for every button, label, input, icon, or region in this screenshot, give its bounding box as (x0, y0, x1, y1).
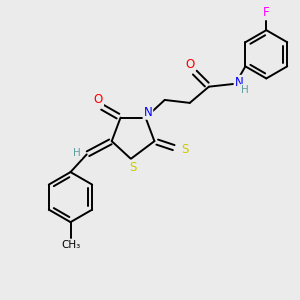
Text: S: S (181, 143, 188, 157)
Text: N: N (144, 106, 152, 119)
Text: H: H (241, 85, 249, 94)
Text: N: N (235, 76, 243, 89)
Text: H: H (74, 148, 81, 158)
Text: O: O (94, 93, 103, 106)
Text: S: S (130, 160, 137, 174)
Text: O: O (185, 58, 194, 71)
Text: F: F (263, 6, 270, 19)
Text: CH₃: CH₃ (61, 240, 80, 250)
